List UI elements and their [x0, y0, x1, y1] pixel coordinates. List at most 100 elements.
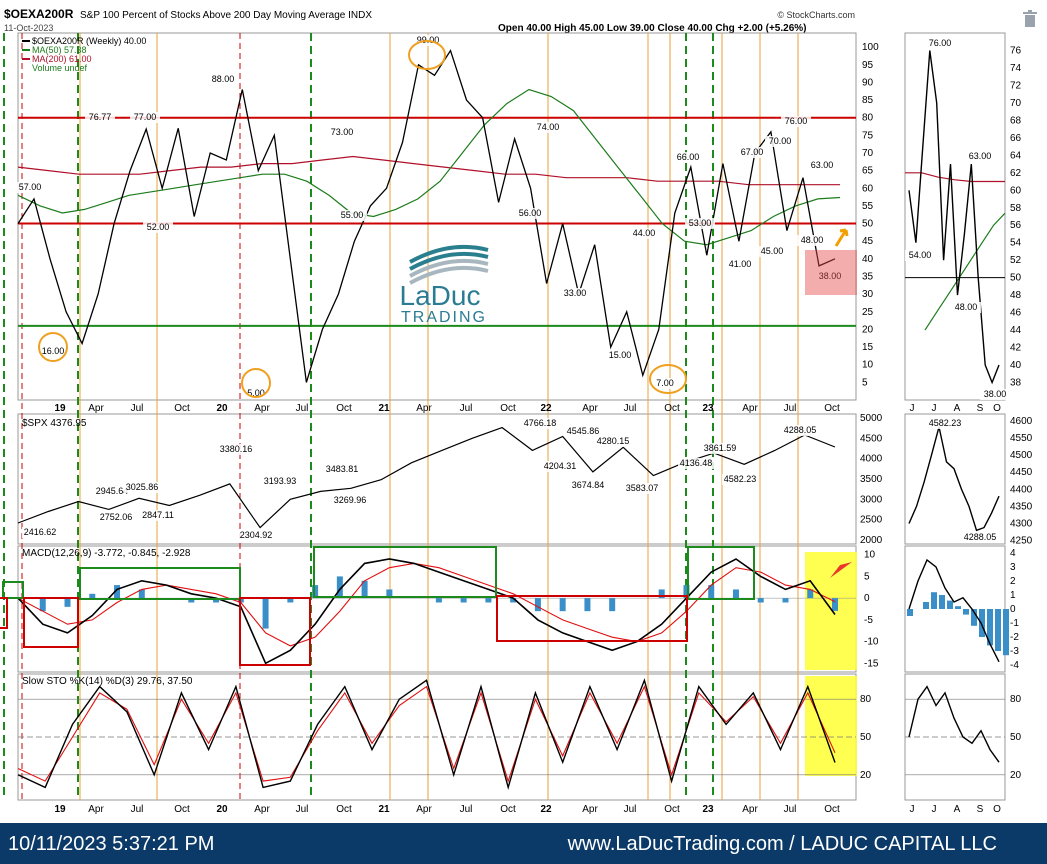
- anno-label-24: 48.00: [801, 235, 824, 245]
- right-anno-bg-0-4: [980, 389, 1010, 400]
- right-tick-0-15: 68: [1010, 115, 1022, 126]
- right-tick-0-4: 46: [1010, 308, 1022, 319]
- right-hist-bar-11: [995, 609, 1001, 651]
- anno-bg-11: [515, 208, 545, 219]
- sto-tick-1: 50: [860, 732, 872, 743]
- right-tick-1-3: 4400: [1010, 484, 1033, 495]
- spx-tick-1: 2500: [860, 515, 883, 526]
- anno-bg-10: [533, 122, 563, 133]
- legend-item-1: MA(50) 57.38: [32, 45, 87, 55]
- anno-label-23: 63.00: [811, 160, 834, 170]
- oex-tick-4: 25: [862, 307, 874, 318]
- spx-anno-9: 3483.81: [326, 464, 359, 474]
- macd-hist-bar-2: [64, 598, 71, 607]
- chart-canvas: $OEXA200R S&P 100 Percent of Stocks Above…: [0, 7, 1033, 815]
- spx-anno-bg-18: [722, 474, 758, 485]
- macd-hist-bar-31: [782, 598, 789, 603]
- anno-label-10: 74.00: [537, 122, 560, 132]
- spx-anno-1: 2945.64: [96, 486, 129, 496]
- right-tick-0-11: 60: [1010, 185, 1022, 196]
- right-tick-0-12: 62: [1010, 168, 1022, 179]
- spx-anno-0: 2416.62: [24, 527, 57, 537]
- right-anno-0-0: 76.00: [929, 38, 952, 48]
- spx-anno-bg-15: [624, 483, 660, 494]
- trash-icon[interactable]: [1022, 10, 1038, 28]
- anno-bg-13: [629, 228, 659, 239]
- rx-tick-top-1: J: [932, 403, 937, 414]
- anno-bg-19: [757, 246, 787, 257]
- right-anno-0-3: 48.00: [955, 302, 978, 312]
- spx-anno-bg-0: [22, 527, 58, 538]
- spx-anno-bg-7: [262, 476, 298, 487]
- chart-title: S&P 100 Percent of Stocks Above 200 Day …: [80, 10, 372, 21]
- anno-bg-24: [797, 235, 827, 246]
- ohlc-readout: Open 40.00 High 45.00 Low 39.00 Close 40…: [498, 23, 806, 34]
- right-tick-0-19: 76: [1010, 45, 1022, 56]
- anno-label-7: 73.00: [331, 127, 354, 137]
- spx-anno-7: 3193.93: [264, 476, 297, 486]
- anno-label-2: 77.00: [134, 112, 157, 122]
- macd-hist-bar-11: [287, 598, 294, 603]
- spx-anno-bg-3: [124, 482, 160, 493]
- right-tick-3-0: 20: [1010, 770, 1022, 781]
- panel-frame-1: [17, 413, 857, 545]
- x-tick-bottom-19: Oct: [824, 804, 840, 815]
- chart-symbol: $OEXA200R: [4, 7, 74, 21]
- spx-anno-bg-14: [595, 436, 631, 447]
- right-panel-frame-1: [904, 413, 1006, 545]
- x-tick-bottom-18: Jul: [784, 804, 797, 815]
- oex-tick-0: 5: [862, 377, 868, 388]
- macd-hist-bar-20: [510, 598, 517, 603]
- spx-anno-18: 4582.23: [724, 474, 757, 484]
- anno-label-6: 5.00: [247, 388, 265, 398]
- macd-hist-bar-32: [807, 589, 814, 599]
- ma200-line: [17, 155, 840, 186]
- macd-hist-bar-33: [832, 598, 838, 611]
- right-tick-2-8: 4: [1010, 548, 1016, 559]
- right-tick-1-6: 4550: [1010, 433, 1033, 444]
- anno-bg-5: [38, 346, 68, 357]
- x-tick-bottom-3: Oct: [174, 804, 190, 815]
- orange-arrow-icon: [834, 228, 849, 247]
- macd-hist-bar-26: [658, 589, 665, 599]
- spx-title: $SPX 4376.95: [22, 418, 87, 429]
- anno-label-25: 38.00: [819, 271, 842, 281]
- oex-tick-13: 70: [862, 148, 874, 159]
- spx-anno-bg-6: [238, 530, 274, 541]
- right-hist-bar-3: [931, 592, 937, 609]
- right-tick-0-7: 52: [1010, 255, 1022, 266]
- right-tick-0-6: 50: [1010, 273, 1022, 284]
- x-tick-bottom-9: Apr: [416, 804, 432, 815]
- x-tick-top-17: Apr: [742, 403, 758, 414]
- x-tick-bottom-14: Jul: [624, 804, 637, 815]
- x-tick-top-5: Apr: [254, 403, 270, 414]
- oex-tick-18: 95: [862, 60, 874, 71]
- macd-tick-4: 5: [864, 571, 870, 582]
- right-tick-0-3: 44: [1010, 325, 1022, 336]
- x-tick-bottom-6: Jul: [296, 804, 309, 815]
- panel-frame-2: [17, 545, 857, 673]
- macd-hist-bar-10: [262, 598, 269, 629]
- right-tick-2-5: 1: [1010, 590, 1016, 601]
- rx-tick-top-3: S: [977, 403, 984, 414]
- right-hist-bar-12: [1003, 609, 1009, 656]
- anno-bg-3: [143, 222, 173, 233]
- x-tick-bottom-5: Apr: [254, 804, 270, 815]
- right-tick-2-6: 2: [1010, 576, 1016, 587]
- spx-anno-2: 2752.06: [100, 512, 133, 522]
- macd-hist-bar-3: [89, 593, 96, 599]
- macd-box-7: [496, 595, 688, 642]
- right-anno-0-2: 63.00: [969, 151, 992, 161]
- spx-anno-15: 3583.07: [626, 483, 659, 493]
- sto-k-line: [17, 678, 836, 791]
- rx-tick-top-4: O: [993, 403, 1001, 414]
- rx-tick-bottom-0: J: [910, 804, 915, 815]
- spx-anno-5: 3380.16: [220, 444, 253, 454]
- sto-title: Slow STO %K(14) %D(3) 29.76, 37.50: [22, 676, 193, 687]
- x-tick-top-15: Oct: [664, 403, 680, 414]
- spx-anno-12: 4545.86: [567, 426, 600, 436]
- macd-hist-bar-28: [708, 585, 715, 599]
- oex-tick-9: 50: [862, 219, 874, 230]
- right-tick-0-13: 64: [1010, 150, 1022, 161]
